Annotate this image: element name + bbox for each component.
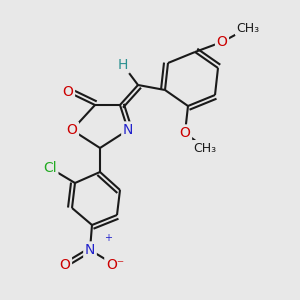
Text: O: O	[180, 126, 190, 140]
Text: O: O	[60, 258, 70, 272]
Text: Cl: Cl	[43, 161, 57, 175]
Text: O: O	[217, 35, 227, 49]
Text: O: O	[63, 85, 74, 99]
Text: O⁻: O⁻	[106, 258, 124, 272]
Text: CH₃: CH₃	[194, 142, 217, 154]
Text: CH₃: CH₃	[236, 22, 260, 34]
Text: +: +	[104, 233, 112, 243]
Text: N: N	[123, 123, 133, 137]
Text: H: H	[118, 58, 128, 72]
Text: O: O	[67, 123, 77, 137]
Text: N: N	[85, 243, 95, 257]
